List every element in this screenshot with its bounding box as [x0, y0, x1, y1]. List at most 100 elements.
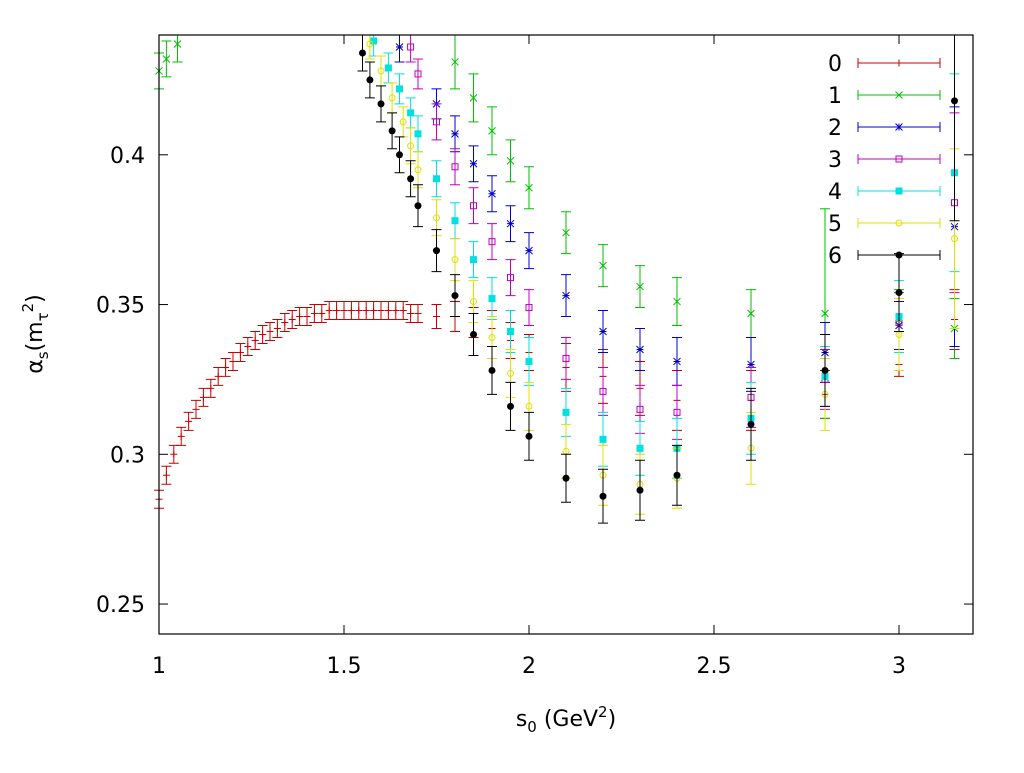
data-point	[161, 465, 172, 485]
point-marker	[251, 336, 259, 344]
point-marker	[244, 342, 252, 350]
data-point	[368, 301, 379, 321]
error-bar	[505, 259, 516, 297]
point-marker	[370, 307, 378, 315]
legend-label: 3	[828, 148, 842, 173]
data-point	[468, 241, 479, 279]
point-marker	[340, 307, 348, 315]
series-0	[154, 289, 960, 509]
point-marker	[377, 307, 385, 315]
data-point	[561, 274, 571, 318]
data-point	[394, 136, 405, 174]
point-marker	[366, 40, 374, 48]
point-marker	[377, 100, 385, 108]
point-marker	[259, 331, 267, 338]
data-point	[468, 145, 479, 183]
point-marker	[414, 166, 422, 174]
point-marker	[281, 319, 289, 327]
point-marker	[407, 310, 415, 318]
data-point	[524, 232, 534, 270]
legend: 0 1 2 3 4 5 6	[828, 52, 941, 269]
point-marker	[469, 94, 478, 102]
point-marker	[366, 76, 374, 84]
x-tick-label: 1	[152, 654, 166, 679]
point-marker	[895, 289, 903, 297]
data-point	[302, 307, 312, 327]
data-point	[598, 366, 608, 416]
data-point	[413, 115, 423, 153]
point-marker	[407, 109, 415, 117]
data-point	[450, 115, 460, 153]
point-marker	[525, 402, 533, 410]
point-marker	[469, 159, 478, 168]
point-marker	[325, 307, 333, 315]
data-point	[376, 85, 386, 123]
series-3	[405, 34, 960, 440]
point-marker	[236, 348, 244, 356]
legend-label: 2	[828, 116, 842, 141]
y-tick-label: 0.35	[96, 294, 145, 319]
data-point	[487, 277, 497, 321]
data-point	[213, 366, 224, 386]
point-marker	[507, 274, 514, 282]
data-point	[468, 73, 479, 123]
point-marker	[673, 408, 681, 416]
data-point	[339, 301, 349, 321]
data-point	[487, 345, 497, 395]
data-point	[183, 411, 194, 431]
data-point	[205, 378, 216, 398]
data-point	[487, 106, 497, 156]
point-marker	[266, 328, 274, 336]
data-point	[353, 301, 364, 321]
point-marker	[488, 295, 496, 303]
point-marker	[488, 238, 496, 246]
data-point	[505, 310, 516, 353]
data-point	[450, 148, 460, 186]
point-marker	[562, 354, 570, 362]
data-point	[220, 357, 231, 377]
data-point	[361, 301, 372, 321]
data-point	[505, 381, 516, 431]
point-marker	[407, 175, 415, 183]
series-6	[357, 34, 960, 524]
data-point	[257, 325, 268, 344]
data-point	[364, 61, 375, 99]
data-point	[746, 289, 756, 338]
point-marker	[214, 372, 222, 380]
point-marker	[396, 151, 403, 159]
point-marker	[170, 450, 178, 458]
point-marker	[599, 261, 607, 270]
point-marker	[599, 492, 607, 500]
point-marker	[303, 313, 311, 321]
point-marker	[433, 247, 440, 255]
point-marker	[951, 97, 958, 105]
point-marker	[951, 235, 958, 243]
point-marker	[273, 325, 281, 333]
point-marker	[185, 417, 193, 425]
data-point	[431, 103, 442, 141]
data-point	[431, 229, 442, 273]
legend-marker	[895, 155, 903, 163]
data-point	[746, 387, 756, 461]
data-point	[346, 301, 357, 321]
data-point	[672, 277, 682, 327]
error-bar	[487, 223, 497, 261]
point-marker	[192, 405, 200, 413]
data-point	[387, 112, 398, 150]
point-marker	[388, 94, 396, 102]
point-marker	[388, 127, 396, 135]
data-point	[672, 444, 682, 506]
data-point	[376, 55, 386, 87]
point-marker	[433, 175, 440, 183]
point-marker	[507, 328, 514, 336]
point-marker	[562, 228, 570, 237]
point-marker	[562, 474, 570, 482]
data-point	[635, 328, 645, 371]
point-marker	[507, 402, 514, 410]
data-point	[413, 151, 423, 189]
legend-marker	[895, 219, 903, 227]
data-point	[235, 342, 246, 362]
data-point	[561, 211, 571, 255]
data-point	[265, 322, 275, 341]
data-point	[394, 73, 405, 105]
